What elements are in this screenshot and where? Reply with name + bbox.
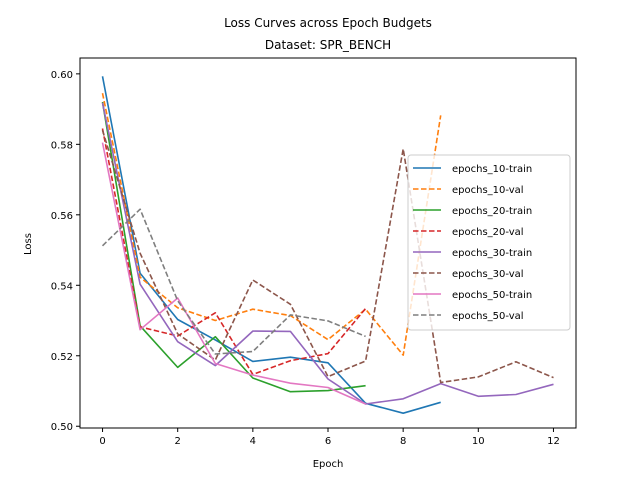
- legend-label: epochs_20-train: [452, 206, 532, 217]
- plot-frame: [79, 57, 577, 429]
- legend-label: epochs_30-train: [452, 248, 532, 259]
- legend-label: epochs_50-train: [452, 290, 532, 301]
- y-tick-label: 0.54: [51, 281, 73, 292]
- x-tick-label: 2: [175, 436, 181, 447]
- y-tick-label: 0.58: [51, 140, 73, 151]
- legend-box: [407, 154, 571, 331]
- legend-label: epochs_20-val: [452, 227, 524, 238]
- x-tick-label: 8: [400, 436, 406, 447]
- legend-label: epochs_10-val: [452, 185, 524, 196]
- series-line-epochs_50-train: [101, 142, 366, 405]
- series-line-epochs_20-train: [101, 101, 366, 393]
- series-line-epochs_10-train: [101, 76, 441, 415]
- y-tick-label: 0.60: [51, 70, 73, 81]
- x-tick-label: 6: [325, 436, 331, 447]
- y-tick-label: 0.50: [51, 422, 73, 433]
- series-line-epochs_30-train: [101, 102, 554, 405]
- x-tick-label: 4: [250, 436, 256, 447]
- series-line-epochs_50-val: [101, 208, 366, 355]
- legend-label: epochs_30-val: [452, 269, 524, 280]
- series-layer: [101, 76, 554, 415]
- x-axis-label: Epoch: [313, 459, 344, 470]
- y-tick-label: 0.56: [51, 211, 73, 222]
- series-line-epochs_20-val: [101, 128, 367, 376]
- series-line-epochs_30-val: [101, 129, 554, 384]
- chart-title: Loss Curves across Epoch Budgets: [224, 16, 432, 30]
- x-tick-label: 0: [99, 436, 105, 447]
- x-tick-label: 10: [472, 436, 485, 447]
- chart-subtitle: Dataset: SPR_BENCH: [265, 38, 391, 52]
- y-tick-label: 0.52: [51, 352, 73, 363]
- legend: epochs_10-train epochs_10-val epochs_20-tr…: [407, 154, 571, 331]
- y-axis-label: Loss: [23, 233, 34, 255]
- legend-label: epochs_50-val: [452, 311, 524, 322]
- legend-label: epochs_10-train: [452, 164, 532, 175]
- ticks-layer: 0 2 4 6 8 10 12 0.50 0.52 0.54 0.56 0.58 0.60: [51, 70, 560, 447]
- x-tick-label: 12: [547, 436, 560, 447]
